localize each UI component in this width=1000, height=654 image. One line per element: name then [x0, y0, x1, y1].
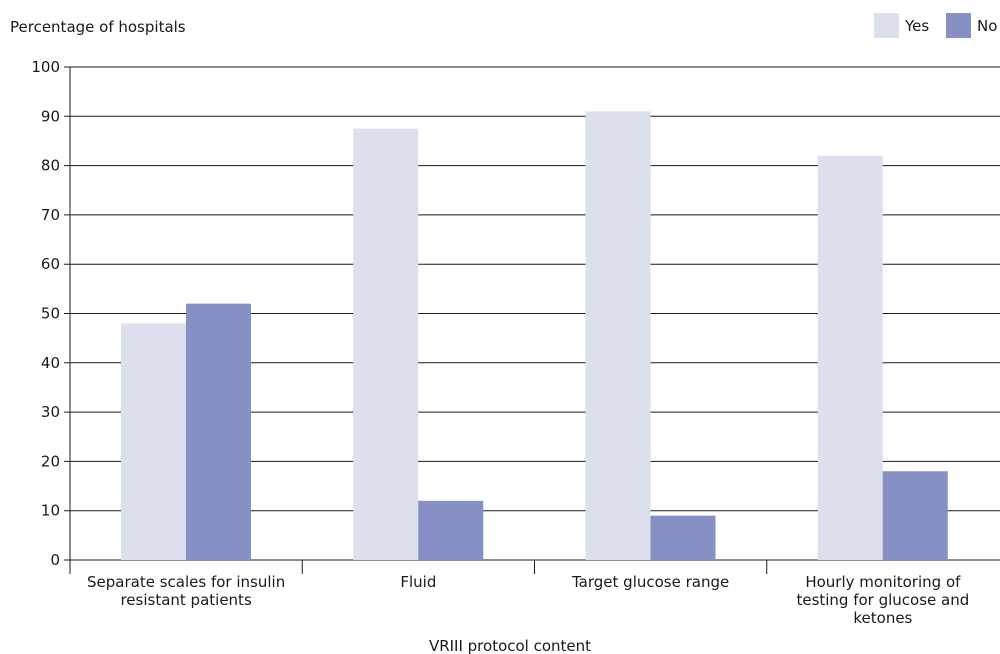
bar-yes-0: [121, 323, 186, 560]
axes: [69, 67, 768, 574]
y-tick-label: 100: [31, 58, 60, 76]
legend-swatch-no: [946, 13, 971, 38]
legend-swatch-yes: [874, 13, 899, 38]
y-tick-label: 10: [41, 502, 60, 520]
y-tick-label: 20: [41, 452, 60, 470]
bar-yes-2: [585, 111, 651, 561]
x-category-label: Fluid: [400, 573, 436, 591]
y-axis-title: Percentage of hospitals: [10, 18, 186, 36]
legend: Yes No: [874, 13, 997, 38]
y-tick-label: 70: [41, 206, 60, 224]
y-tick-label: 40: [41, 354, 60, 372]
bar-yes-3: [817, 155, 883, 561]
x-category-label: resistant patients: [120, 591, 251, 609]
x-axis-title: VRIII protocol content: [429, 637, 591, 654]
x-category-label: Hourly monitoring of: [805, 573, 961, 591]
y-tick-label: 60: [41, 255, 60, 273]
bar-yes-1: [353, 128, 419, 560]
bar-no-0: [186, 303, 251, 560]
legend-label-no: No: [977, 17, 997, 35]
bar-no-2: [650, 515, 716, 560]
y-tick-label: 30: [41, 403, 60, 421]
y-tick-label: 90: [41, 107, 60, 125]
x-category-label: Separate scales for insulin: [87, 573, 285, 591]
x-category-label: Target glucose range: [571, 573, 729, 591]
y-tick-label: 0: [50, 551, 60, 569]
x-category-label: ketones: [853, 609, 912, 627]
y-tick-label: 80: [41, 157, 60, 175]
y-tick-label: 50: [41, 305, 60, 323]
bars: [121, 111, 948, 561]
bar-no-3: [882, 471, 948, 560]
x-category-label: testing for glucose and: [796, 591, 969, 609]
bar-no-1: [418, 500, 484, 560]
legend-label-yes: Yes: [904, 17, 929, 35]
y-tick-labels: 0 10 20 30 40 50 60 70 80 90 100: [31, 58, 60, 569]
